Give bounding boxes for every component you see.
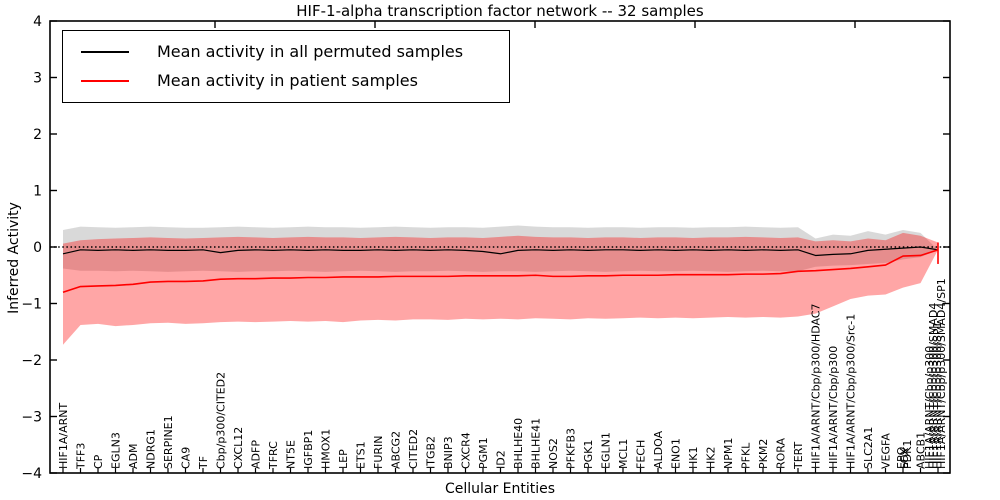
x-tick-label: ID2 xyxy=(495,450,508,469)
x-tick-label: PFKL xyxy=(740,442,753,469)
x-tick-label: PGM1 xyxy=(477,437,490,469)
x-tick-label: HMOX1 xyxy=(320,429,333,469)
x-tick-label: SLC2A1 xyxy=(862,427,875,469)
permuted-line-swatch xyxy=(81,50,129,53)
y-tick-label: 3 xyxy=(33,71,42,87)
legend-item-permuted: Mean activity in all permuted samples xyxy=(63,37,509,66)
x-tick-label-overlapping: EPO xyxy=(895,446,908,469)
x-tick-label: HIF1A/ARNT/Cbp/p300 xyxy=(827,346,840,469)
x-tick-label: NPM1 xyxy=(722,438,735,469)
legend: Mean activity in all permuted samples Me… xyxy=(62,30,510,103)
x-tick-label: RORA xyxy=(775,438,788,469)
x-tick-label: CA9 xyxy=(180,447,193,469)
x-tick-label: HK1 xyxy=(687,447,700,469)
x-tick-label: ABCB1 xyxy=(915,432,928,469)
x-tick-label: IGFBP1 xyxy=(302,430,315,469)
x-tick-label: MCL1 xyxy=(617,439,630,469)
legend-label-permuted: Mean activity in all permuted samples xyxy=(157,42,464,61)
x-tick-label: EGLN1 xyxy=(600,432,613,469)
chart-title: HIF-1-alpha transcription factor network… xyxy=(296,2,704,20)
x-tick-label: HIF1A/ARNT/Cbp/p300/HDAC7 xyxy=(810,304,823,470)
patient-mean-line xyxy=(62,249,939,293)
x-tick-label: NT5E xyxy=(285,440,298,469)
patient-std-band xyxy=(63,232,938,345)
x-tick-label-overlapping: HIF1A/ARNT/Cbp/p300/SMAD4 xyxy=(927,303,940,469)
x-tick-label: ETS1 xyxy=(355,441,368,469)
x-tick-label: ADFP xyxy=(250,440,263,469)
x-tick-label: ITGB2 xyxy=(425,436,438,469)
x-tick-label: PGK1 xyxy=(582,440,595,469)
x-tick-label: ADM xyxy=(127,444,140,470)
x-tick-label: CP xyxy=(92,454,105,469)
x-tick-label: HK2 xyxy=(705,447,718,469)
x-tick-label: VEGFA xyxy=(880,433,893,469)
x-tick-label: BNIP3 xyxy=(442,436,455,469)
x-tick-label: ENO1 xyxy=(670,438,683,469)
x-tick-label: FECH xyxy=(635,440,648,469)
x-tick-label: NDRG1 xyxy=(145,429,158,469)
x-tick-label: ABCG2 xyxy=(390,431,403,469)
x-tick-label: EGLN3 xyxy=(110,432,123,469)
y-tick-label: −2 xyxy=(21,353,42,369)
patient-line-swatch xyxy=(81,79,129,82)
y-tick-label: 0 xyxy=(33,240,42,256)
y-tick-label: −3 xyxy=(21,410,42,426)
y-tick-label: 4 xyxy=(33,14,42,30)
x-tick-label: CXCR4 xyxy=(460,432,473,469)
legend-label-patient: Mean activity in patient samples xyxy=(157,71,418,90)
x-tick-label: TERT xyxy=(792,441,805,470)
y-tick-label: −1 xyxy=(21,297,42,313)
permuted-std-band xyxy=(63,225,938,272)
x-tick-label-overlapping: PDK1 xyxy=(901,440,914,469)
x-tick-label-overlapping: LOX xyxy=(898,447,911,469)
x-tick-label: LEP xyxy=(337,449,350,469)
x-tick-label: TFRC xyxy=(267,441,280,470)
y-tick-label: 1 xyxy=(33,184,42,200)
x-tick-label: BHLHE41 xyxy=(530,418,543,469)
x-tick-label: BHLHE40 xyxy=(512,418,525,469)
x-tick-label: TFF3 xyxy=(75,443,88,470)
x-tick-label: CITED2 xyxy=(407,429,420,469)
x-tick-label: HIF1A/ARNT/Cbp/p300/Src-1 xyxy=(845,314,858,469)
x-axis-label: Cellular Entities xyxy=(444,481,556,497)
x-tick-label: TF xyxy=(197,456,210,470)
x-tick-label: PKM2 xyxy=(757,439,770,469)
legend-item-patient: Mean activity in patient samples xyxy=(63,66,509,95)
x-tick-label: HIF1A/ARNT xyxy=(57,403,70,469)
y-axis-label: Inferred Activity xyxy=(6,202,22,314)
x-tick-label: NOS2 xyxy=(547,438,560,469)
x-tick-label: ALDOA xyxy=(652,430,665,469)
x-tick-label: Cbp/p300/CITED2 xyxy=(215,372,228,469)
x-tick-label: FURIN xyxy=(372,436,385,470)
x-tick-label: CXCL12 xyxy=(232,427,245,469)
x-tick-label-overlapping: HIF1A/ARNT/Cbp/p300/SP1 xyxy=(931,321,944,469)
x-tick-label-overlapping: HIF1A/ARNT/Cbp/p300 xyxy=(923,346,936,469)
y-tick-label: −4 xyxy=(21,466,42,482)
x-tick-label-overlapping: HIF1A/ARNT/Cbp/p300/SMAD4/SP1 xyxy=(935,278,948,469)
x-tick-label: SERPINE1 xyxy=(162,415,175,469)
y-tick-label: 2 xyxy=(33,127,42,143)
x-tick-label: PFKFB3 xyxy=(565,428,578,469)
permuted-mean-line xyxy=(62,246,939,257)
